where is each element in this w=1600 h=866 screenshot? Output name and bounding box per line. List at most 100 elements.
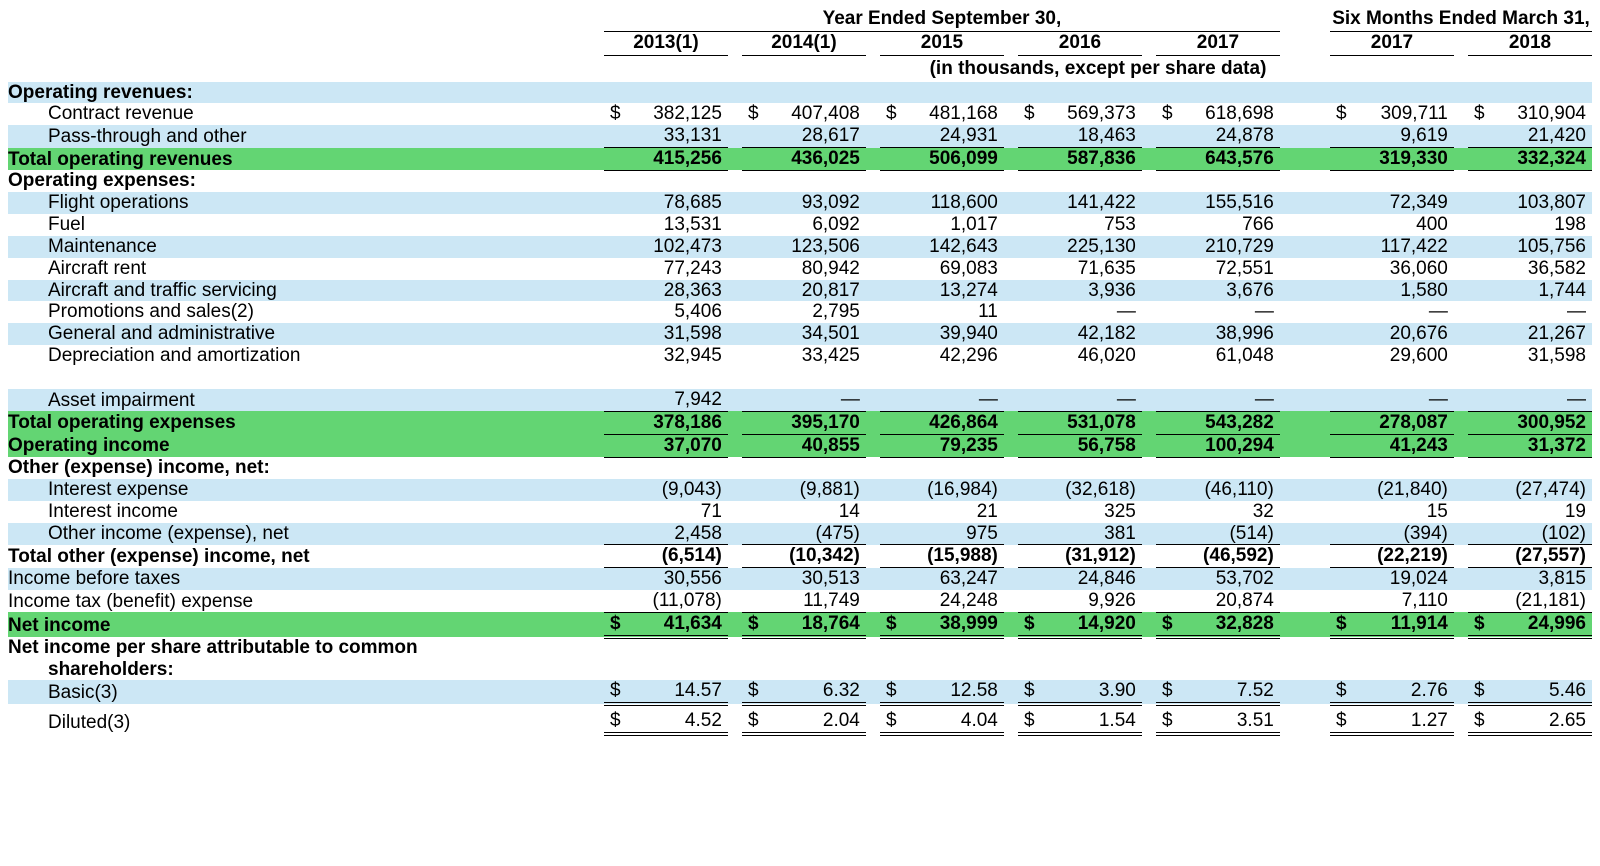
currency-symbol [604,637,628,659]
value-cell: (514) [1179,523,1279,545]
row-interest-income: Interest income711421325321519 [8,501,1592,523]
value-cell [1492,457,1593,479]
value-cell: 69,083 [904,258,1004,280]
currency-symbol [1468,258,1492,280]
currency-symbol [1330,345,1354,367]
currency-symbol [880,590,904,612]
row-eps-basic: Basic(3)$14.57$6.32$12.58$3.90$7.52$2.76… [8,680,1592,704]
row-eps-diluted: Diluted(3)$4.52$2.04$4.04$1.54$3.51$1.27… [8,710,1592,734]
value-cell: 5,406 [628,301,728,323]
currency-symbol [1330,389,1354,411]
currency-symbol [1156,479,1180,501]
value-cell: 11 [904,301,1004,323]
value-cell: — [1179,389,1279,411]
value-cell: 24,846 [1041,568,1141,590]
currency-symbol: $ [1468,710,1492,734]
currency-symbol [1156,301,1180,323]
currency-symbol: $ [880,680,904,704]
value-cell: (31,912) [1041,545,1141,568]
value-cell: 587,836 [1041,148,1141,171]
row-total-other: Total other (expense) income, net(6,514)… [8,545,1592,568]
value-cell [628,637,728,659]
currency-symbol [1018,125,1042,147]
currency-symbol [1018,457,1042,479]
currency-symbol: $ [604,680,628,704]
currency-symbol [1156,82,1180,104]
row-income-tax: Income tax (benefit) expense(11,078)11,7… [8,590,1592,612]
currency-symbol: $ [742,103,766,125]
spacer-row [8,367,1592,389]
financial-table: Year Ended September 30, Six Months Ende… [8,8,1592,736]
value-cell [904,457,1004,479]
currency-symbol [1156,545,1180,568]
value-cell: 80,942 [766,258,866,280]
row-general-admin: General and administrative31,59834,50139… [8,323,1592,345]
value-cell [1354,637,1454,659]
value-cell: 21,267 [1492,323,1593,345]
value-cell [628,659,728,681]
value-cell [1179,659,1279,681]
value-cell: 382,125 [628,103,728,125]
currency-symbol [604,523,628,545]
row-net-income: Net income$41,634$18,764$38,999$14,920$3… [8,612,1592,636]
value-cell: 426,864 [904,411,1004,434]
currency-symbol [1468,523,1492,545]
row-traffic: Aircraft and traffic servicing28,36320,8… [8,280,1592,302]
section-other-income: Other (expense) income, net: [8,457,1592,479]
row-interest-expense: Interest expense(9,043)(9,881)(16,984)(3… [8,479,1592,501]
currency-symbol [1330,501,1354,523]
currency-symbol [1468,457,1492,479]
value-cell [628,82,728,104]
value-cell: 4.04 [904,710,1004,734]
value-cell: 24,878 [1179,125,1279,147]
currency-symbol: $ [742,612,766,636]
currency-symbol [604,411,628,434]
currency-symbol [742,389,766,411]
currency-symbol [1330,280,1354,302]
currency-symbol [1468,345,1492,367]
currency-symbol: $ [604,103,628,125]
currency-symbol [1018,258,1042,280]
value-cell: 278,087 [1354,411,1454,434]
value-cell: (10,342) [766,545,866,568]
currency-symbol [742,258,766,280]
currency-symbol [604,214,628,236]
row-label: Net income per share attributable to com… [8,637,604,659]
currency-symbol [1330,192,1354,214]
currency-symbol [1018,637,1042,659]
value-cell: 1,017 [904,214,1004,236]
currency-symbol [1330,82,1354,104]
currency-symbol [1468,125,1492,147]
currency-symbol [1156,568,1180,590]
currency-symbol [742,82,766,104]
section-operating-revenues: Operating revenues: [8,82,1592,104]
row-label: Fuel [8,214,604,236]
row-label: Total operating expenses [8,411,604,434]
value-cell [1041,457,1141,479]
currency-symbol [1018,568,1042,590]
value-cell: (21,181) [1492,590,1593,612]
row-label: Operating income [8,434,604,457]
table-body: Operating revenues:Contract revenue$382,… [8,82,1592,735]
currency-symbol [1468,637,1492,659]
currency-symbol [1156,659,1180,681]
units-text: (in thousands, except per share data) [604,55,1592,81]
currency-symbol [604,82,628,104]
currency-symbol [1018,170,1042,192]
value-cell: 24,248 [904,590,1004,612]
currency-symbol [880,637,904,659]
currency-symbol: $ [1468,612,1492,636]
value-cell [1492,659,1593,681]
row-label: Other (expense) income, net: [8,457,604,479]
currency-symbol [1468,434,1492,457]
value-cell: 753 [1041,214,1141,236]
currency-symbol: $ [1018,710,1042,734]
value-cell [1179,457,1279,479]
col-2014: 2014(1) [742,31,866,55]
currency-symbol [880,301,904,323]
value-cell: (394) [1354,523,1454,545]
value-cell [1179,637,1279,659]
value-cell: (11,078) [628,590,728,612]
value-cell: 71 [628,501,728,523]
value-cell: 100,294 [1179,434,1279,457]
